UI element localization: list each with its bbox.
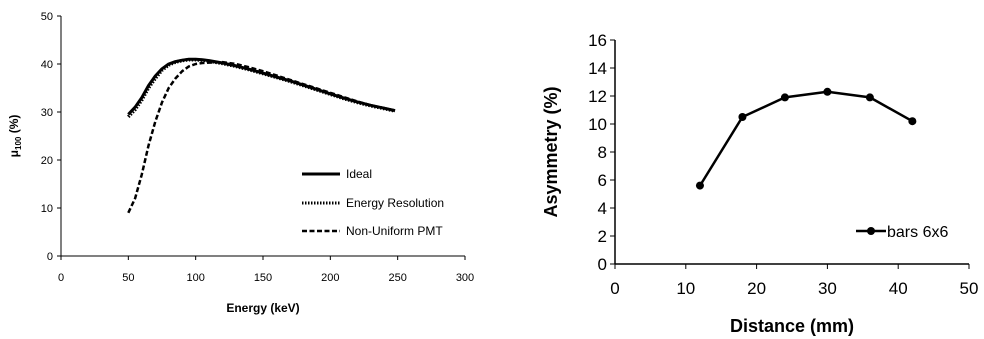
left-series-line-2 (127, 60, 396, 214)
right-x-tick-label: 0 (610, 279, 619, 298)
right-x-axis-label: Distance (mm) (730, 316, 854, 336)
right-data-point (823, 87, 832, 96)
legend-label-ideal: Ideal (346, 167, 372, 181)
left-x-tick-label: 300 (456, 272, 474, 284)
left-y-tick-label: 0 (47, 251, 53, 263)
left-legend: Ideal Energy Resolution Non-Uniform PMT (302, 167, 444, 238)
right-y-tick-label: 2 (598, 227, 607, 246)
left-x-tick-label: 50 (122, 272, 134, 284)
right-y-tick-label: 6 (598, 171, 607, 190)
right-y-tick-label: 16 (588, 31, 607, 50)
legend-label-bars-6x6: bars 6x6 (887, 224, 948, 241)
left-y-tick-label: 50 (41, 11, 53, 23)
legend-label-non-uniform-pmt: Non-Uniform PMT (346, 224, 443, 238)
right-x-tick-label: 20 (747, 279, 766, 298)
right-y-tick-label: 0 (598, 255, 607, 274)
right-x-tick-label: 30 (818, 279, 837, 298)
right-legend: bars 6x6 (856, 224, 948, 241)
left-y-label-unit: (%) (7, 115, 21, 137)
right-data-point (695, 181, 704, 190)
left-x-tick-label: 150 (254, 272, 272, 284)
left-y-tick-label: 20 (41, 155, 53, 167)
right-y-tick-label: 10 (588, 115, 607, 134)
right-y-axis-label: Asymmetry (%) (541, 86, 561, 217)
right-y-tick-label: 4 (598, 199, 607, 218)
left-x-tick-label: 0 (58, 272, 64, 284)
left-y-label-sub: 100 (14, 136, 23, 150)
left-y-label-main: μ (7, 150, 21, 157)
legend-marker-bars-6x6 (867, 227, 875, 235)
left-y-tick-label: 10 (41, 203, 53, 215)
left-x-tick-label: 200 (321, 272, 339, 284)
left-x-tick-label: 100 (186, 272, 204, 284)
right-x-tick-label: 40 (889, 279, 908, 298)
left-series-line-1 (127, 57, 396, 119)
right-y-tick-label: 8 (598, 143, 607, 162)
right-data-point (865, 93, 874, 102)
right-data-point (738, 113, 747, 121)
right-x-tick-label: 50 (960, 279, 979, 298)
legend-label-energy-resolution: Energy Resolution (346, 196, 444, 210)
left-x-tick-label: 250 (388, 272, 406, 284)
right-data-point (780, 93, 789, 102)
right-series-line-0 (698, 90, 914, 187)
right-y-tick-label: 14 (588, 59, 607, 78)
right-data-point (908, 117, 917, 126)
right-y-tick-label: 12 (588, 87, 607, 106)
left-y-tick-label: 40 (41, 59, 53, 71)
left-y-tick-label: 30 (41, 107, 53, 119)
left-y-axis-label: μ100 (%) (7, 115, 23, 158)
left-x-axis-label: Energy (keV) (226, 301, 299, 315)
right-x-tick-label: 10 (676, 279, 695, 298)
left-chart: 0 50 100 150 200 250 300 0 10 20 30 40 50 Energy (k… (7, 11, 474, 315)
